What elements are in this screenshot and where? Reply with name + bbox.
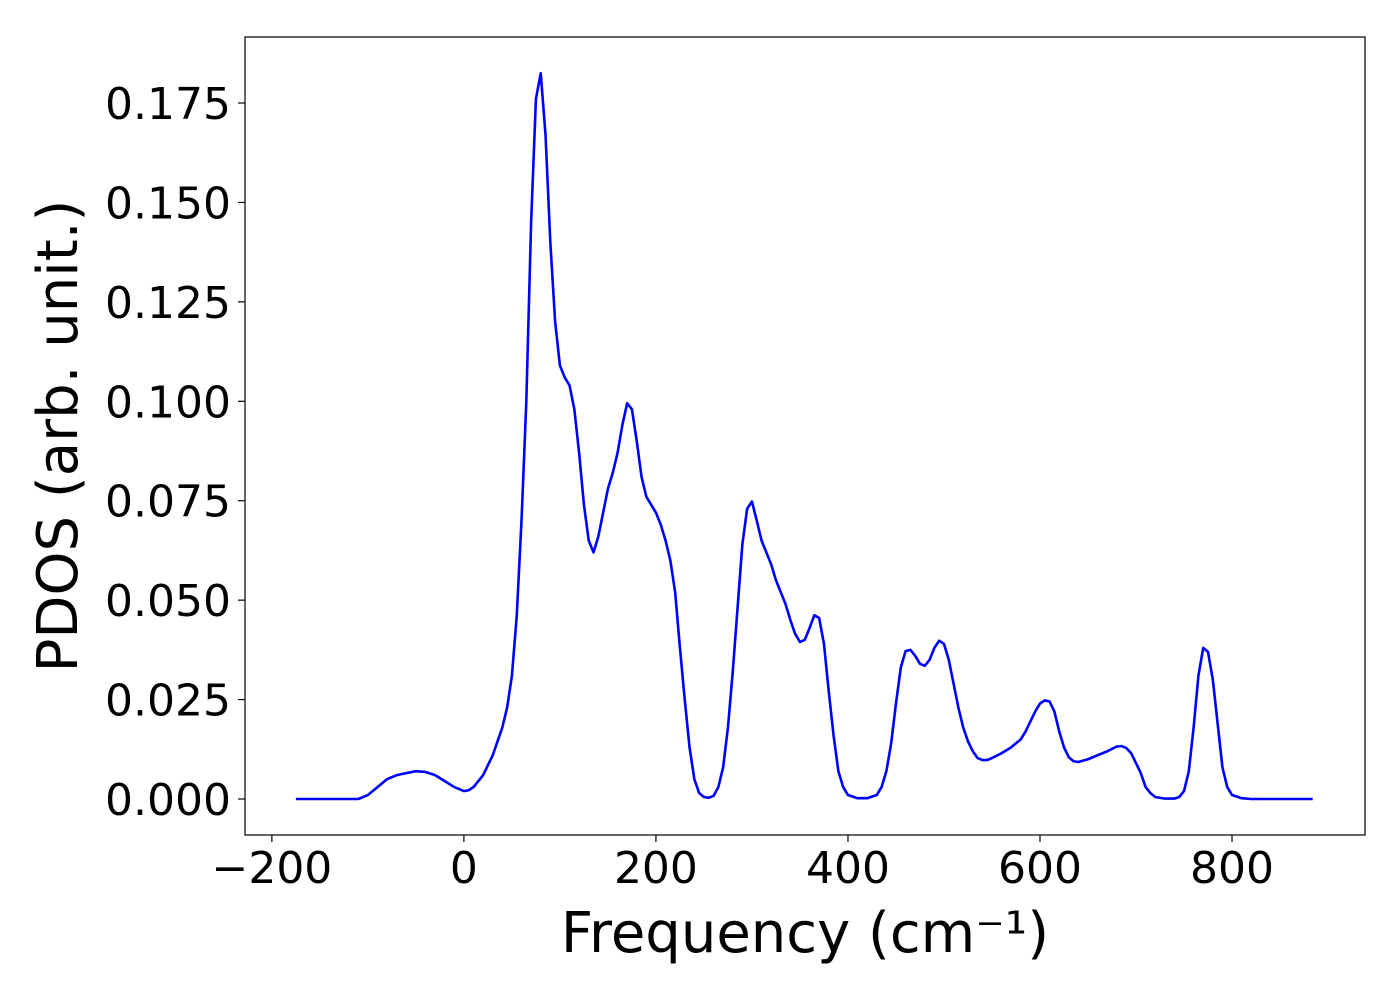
x-axis-label: Frequency (cm⁻¹)	[561, 901, 1049, 966]
y-tick-label: 0.075	[105, 477, 231, 528]
x-tick-label: 800	[1190, 843, 1274, 894]
x-tick-label: −200	[211, 843, 332, 894]
y-axis-label: PDOS (arb. unit.)	[26, 200, 91, 673]
y-tick-label: 0.125	[105, 278, 231, 329]
x-tick-label: 400	[806, 843, 890, 894]
x-tick-label: 600	[998, 843, 1082, 894]
plot-frame	[244, 36, 1366, 836]
y-tick-label: 0.000	[105, 775, 231, 826]
y-tick-label: 0.150	[105, 178, 231, 229]
y-tick-label: 0.025	[105, 676, 231, 727]
y-tick-label: 0.100	[105, 377, 231, 428]
x-tick-label: 200	[614, 843, 698, 894]
line	[295, 71, 1313, 801]
y-tick-label: 0.050	[105, 576, 231, 627]
x-tick-label: 0	[450, 843, 478, 894]
y-tick-label: 0.175	[105, 79, 231, 130]
